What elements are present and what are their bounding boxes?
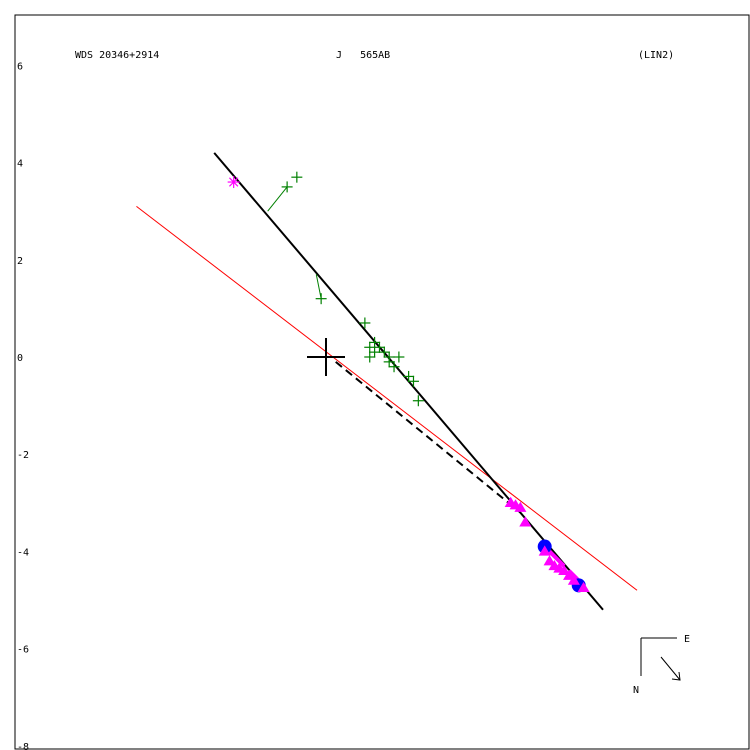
dashed-line [335, 361, 522, 514]
speckle-triangle-point [543, 555, 556, 566]
solution-label: (LIN2) [638, 50, 674, 61]
compass-east-label: E [684, 634, 690, 645]
reference-line [136, 205, 638, 591]
speckle-triangle-point [558, 564, 571, 576]
y-tick-label: -6 [17, 645, 29, 656]
compass-north-label: N [633, 685, 639, 696]
speckle-star-stroke [228, 177, 239, 187]
observation-marks [227, 171, 590, 593]
micrometer-point [407, 375, 419, 387]
speckle-star-point [227, 176, 240, 189]
speckle-triangle-point [577, 581, 590, 593]
micrometer-point [369, 346, 381, 358]
micrometer-point [315, 293, 327, 305]
micrometer-point [369, 336, 381, 348]
y-tick-label: 0 [17, 353, 23, 364]
y-tick-label: -8 [17, 742, 29, 750]
micrometer-point [359, 317, 371, 329]
compass: E N [633, 634, 690, 696]
micrometer-point [364, 341, 376, 353]
micrometer-point [373, 341, 385, 353]
origin-cross [307, 338, 345, 376]
y-tick-label: 4 [17, 159, 23, 170]
micrometer-point [291, 171, 303, 183]
micrometer-point [281, 181, 293, 193]
speckle-triangle-point [567, 574, 580, 585]
speckle-triangle-point [514, 501, 527, 512]
plot-frame [14, 14, 750, 750]
discoverer-designation: J 565AB [336, 50, 390, 61]
wds-designation: WDS 20346+2914 [75, 50, 159, 61]
y-axis-tick-labels: 6 4 2 0 -2 -4 -6 -8 [17, 61, 29, 750]
speckle-triangle-point [519, 516, 532, 527]
micrometer-point [388, 361, 400, 373]
micrometer-residual-segment [267, 186, 288, 212]
y-tick-label: 6 [17, 61, 23, 72]
micrometer-point [393, 351, 405, 363]
micrometer-point [378, 346, 390, 358]
micrometer-residual-segment [315, 274, 322, 299]
micrometer-point [403, 370, 415, 382]
speckle-triangle-point [538, 545, 551, 556]
y-tick-label: -2 [17, 450, 29, 461]
y-tick-label: 2 [17, 256, 23, 267]
micrometer-point [412, 395, 424, 407]
micrometer-point [364, 351, 376, 363]
speckle-triangle-point [563, 569, 575, 580]
micrometer-point [383, 356, 395, 368]
y-tick-label: -4 [17, 547, 29, 558]
